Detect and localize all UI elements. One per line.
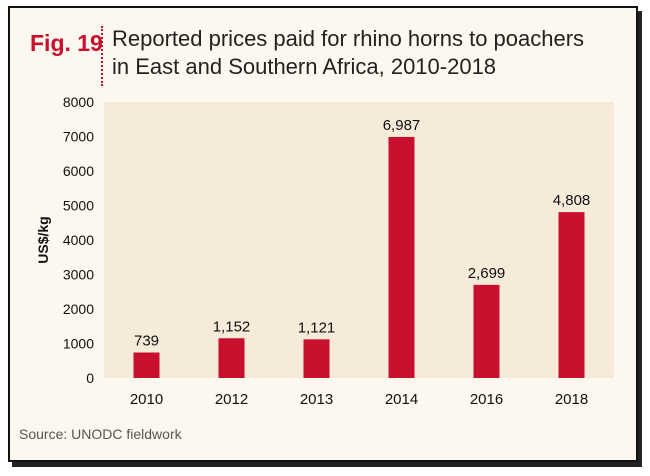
y-tick-label: 0 xyxy=(86,370,94,386)
value-label-2018: 4,808 xyxy=(553,192,591,209)
value-label-2013: 1,121 xyxy=(298,319,336,336)
y-tick-label: 3000 xyxy=(63,267,94,283)
value-label-2014: 6,987 xyxy=(383,117,421,134)
bar-2018 xyxy=(558,212,585,378)
y-axis-label: US$/kg xyxy=(35,216,51,263)
title-divider xyxy=(101,26,103,86)
y-tick-label: 1000 xyxy=(63,336,94,352)
x-tick-label-2013: 2013 xyxy=(300,391,333,408)
figure-number: Fig. 19 xyxy=(30,30,103,56)
y-tick-label: 7000 xyxy=(63,129,94,145)
value-labels: 739 1,152 1,121 6,987 2,699 4,808 xyxy=(134,117,590,350)
x-axis: 2010 2012 2013 2014 2016 2018 xyxy=(130,391,588,408)
x-tick-label-2018: 2018 xyxy=(555,391,588,408)
x-tick-label-2016: 2016 xyxy=(470,391,503,408)
y-tick-label: 8000 xyxy=(63,94,94,110)
value-label-2012: 1,152 xyxy=(213,318,251,335)
y-tick-label: 6000 xyxy=(63,163,94,179)
x-tick-label-2010: 2010 xyxy=(130,391,163,408)
bar-2012 xyxy=(218,338,245,378)
bar-2013 xyxy=(303,339,330,378)
y-tick-label: 2000 xyxy=(63,301,94,317)
chart-title: Reported prices paid for rhino horns to … xyxy=(112,25,612,81)
chart-title-line-1: Reported prices paid for rhino horns to … xyxy=(112,26,585,51)
y-tick-label: 5000 xyxy=(63,198,94,214)
bars xyxy=(133,136,585,378)
x-tick-label-2014: 2014 xyxy=(385,391,418,408)
y-axis: 0 1000 2000 3000 4000 5000 6000 7000 8000 xyxy=(63,94,94,386)
chart-title-line-2: in East and Southern Africa, 2010-2018 xyxy=(112,54,497,79)
bar-2016 xyxy=(473,284,500,378)
bar-2014 xyxy=(388,136,415,378)
plot-area xyxy=(104,102,614,378)
bar-2010 xyxy=(133,352,160,378)
x-tick-label-2012: 2012 xyxy=(215,391,248,408)
value-label-2016: 2,699 xyxy=(468,265,506,282)
source-note: Source: UNODC fieldwork xyxy=(19,426,182,442)
y-tick-label: 4000 xyxy=(63,232,94,248)
value-label-2010: 739 xyxy=(134,333,159,350)
